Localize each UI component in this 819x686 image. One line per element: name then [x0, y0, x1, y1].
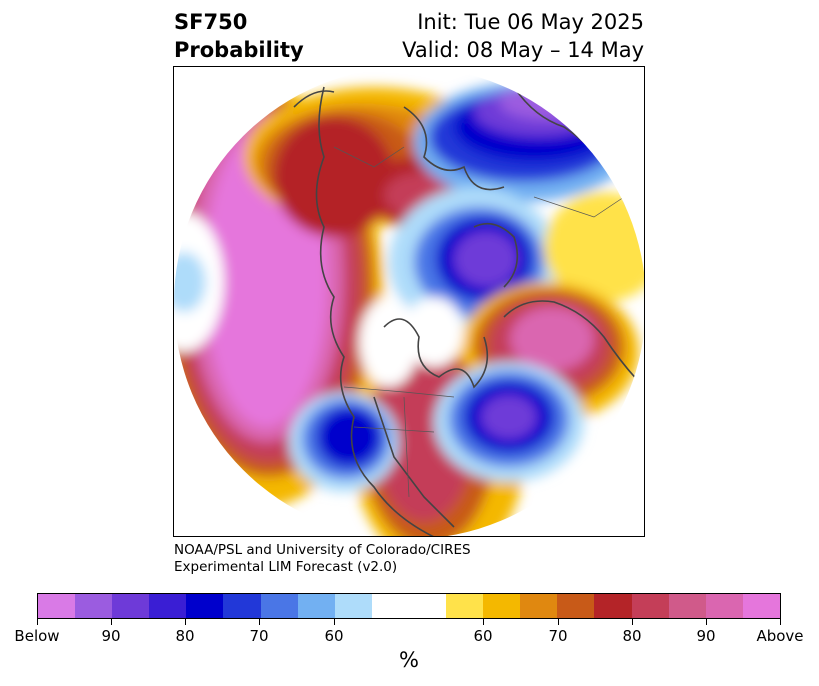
colorbar-segment — [112, 594, 150, 618]
colorbar-segment — [446, 594, 484, 618]
colorbar-tick — [259, 619, 260, 625]
colorbar-tick-label: 80 — [175, 627, 195, 645]
valid-range: Valid: 08 May – 14 May — [402, 38, 644, 62]
colorbar-tick-label: 60 — [324, 627, 344, 645]
colorbar-tick-label: 70 — [249, 627, 269, 645]
colorbar-segment — [223, 594, 261, 618]
colorbar-tick — [334, 619, 335, 625]
colorbar-tick — [780, 619, 781, 625]
credits: NOAA/PSL and University of Colorado/CIRE… — [174, 542, 471, 576]
colorbar-segment — [705, 594, 743, 618]
colorbar-tick — [185, 619, 186, 625]
colorbar-segment — [260, 594, 298, 618]
probability-field — [174, 67, 644, 536]
forecast-map — [173, 66, 645, 537]
colorbar-segment — [594, 594, 632, 618]
colorbar-tick — [111, 619, 112, 625]
colorbar-tick-label: 90 — [101, 627, 121, 645]
colorbar-tick — [483, 619, 484, 625]
colorbar-segment — [75, 594, 113, 618]
colorbar-segment — [631, 594, 669, 618]
colorbar-segment — [38, 594, 76, 618]
colorbar-tick-label: Below — [14, 627, 60, 645]
colorbar-tick-label: 70 — [548, 627, 568, 645]
colorbar-segment — [149, 594, 187, 618]
colorbar-segment — [186, 594, 224, 618]
colorbar-segment — [483, 594, 521, 618]
colorbar-segment — [371, 594, 447, 618]
colorbar — [37, 593, 781, 619]
colorbar-tick — [632, 619, 633, 625]
colorbar-tick-label: 80 — [622, 627, 642, 645]
init-date: Init: Tue 06 May 2025 — [417, 10, 644, 34]
colorbar-segment — [297, 594, 335, 618]
title-left: SF750 Probability — [174, 8, 304, 64]
colorbar-segment — [557, 594, 595, 618]
product-name: Probability — [174, 38, 304, 62]
colorbar-tick-label: 60 — [473, 627, 493, 645]
colorbar-tick-label: 90 — [696, 627, 716, 645]
colorbar-segment — [520, 594, 558, 618]
colorbar-segment — [668, 594, 706, 618]
colorbar-segment — [742, 594, 780, 618]
variable-name: SF750 — [174, 10, 248, 34]
title-right: Init: Tue 06 May 2025 Valid: 08 May – 14… — [402, 8, 644, 64]
colorbar-tick-label: Above — [756, 627, 804, 645]
colorbar-unit: % — [399, 648, 419, 672]
credits-line1: NOAA/PSL and University of Colorado/CIRE… — [174, 542, 471, 558]
colorbar-tick — [37, 619, 38, 625]
colorbar-tick — [706, 619, 707, 625]
colorbar-tick — [558, 619, 559, 625]
map-canvas — [174, 67, 644, 536]
credits-line2: Experimental LIM Forecast (v2.0) — [174, 559, 398, 575]
colorbar-segment — [334, 594, 372, 618]
